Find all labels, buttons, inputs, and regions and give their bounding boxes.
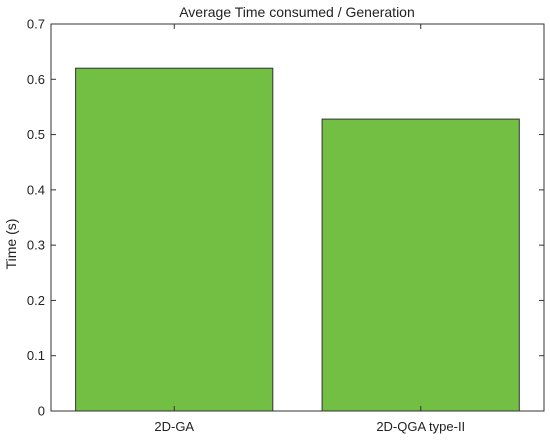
y-tick-label-1: 0.1 xyxy=(27,348,45,363)
y-tick-label-3: 0.3 xyxy=(27,238,45,253)
y-tick-label-7: 0.7 xyxy=(27,17,45,32)
ticks-layer: 2D-GA 2D-QGA type-II 0 0.1 0.2 0.3 0.4 0.5 0.6 0.… xyxy=(27,17,544,434)
plot-frame xyxy=(50,23,545,412)
y-tick-label-4: 0.4 xyxy=(27,182,45,197)
bars-layer xyxy=(75,67,520,412)
y-tick-label-0: 0 xyxy=(38,404,45,419)
y-tick-label-2: 0.2 xyxy=(27,293,45,308)
bar-2 xyxy=(321,118,520,412)
y-tick-label-6: 0.6 xyxy=(27,72,45,87)
y-tick-label-5: 0.5 xyxy=(27,127,45,142)
bar-1 xyxy=(75,67,274,412)
x-tick-label-2: 2D-QGA type-II xyxy=(376,419,465,434)
x-tick-label-1: 2D-GA xyxy=(154,419,194,434)
chart-title: Average Time consumed / Generation xyxy=(179,4,415,20)
axes-layer xyxy=(50,23,545,412)
y-axis-label: Time (s) xyxy=(3,219,19,270)
